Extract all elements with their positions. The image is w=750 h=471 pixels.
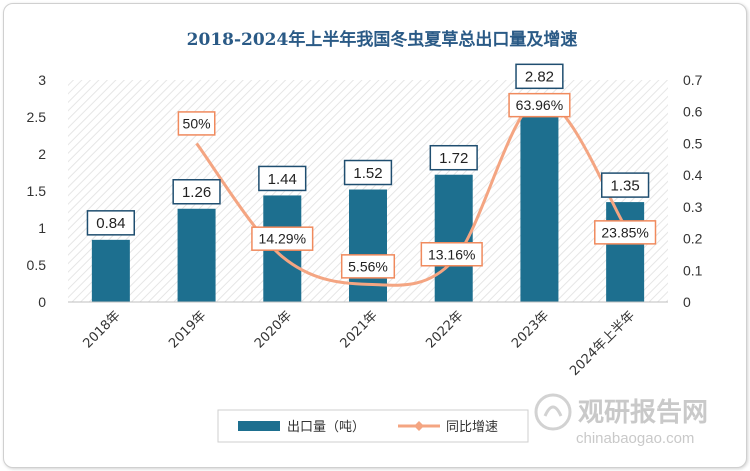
line-value-label-box bbox=[177, 111, 216, 136]
line-value-label-box bbox=[594, 220, 657, 245]
line-value-label-box bbox=[340, 254, 396, 279]
right-tick-label: 0.7 bbox=[683, 72, 703, 88]
bar-value-label: 1.52 bbox=[353, 165, 382, 182]
bar bbox=[177, 208, 216, 302]
legend-diamond-icon bbox=[414, 421, 424, 431]
chart-title: 2018-2024年上半年我国冬虫夏草总出口量及增速 bbox=[187, 29, 578, 50]
bar bbox=[91, 239, 130, 302]
x-tick-label: 2018年 bbox=[80, 308, 123, 351]
bar-value-label-box bbox=[600, 172, 650, 198]
right-tick-label: 0.6 bbox=[683, 104, 703, 120]
bar-value-label: 1.44 bbox=[268, 171, 297, 188]
bar-value-label-box bbox=[343, 159, 393, 186]
legend-label-growth: 同比增速 bbox=[446, 420, 498, 435]
line-value-label: 23.85% bbox=[601, 224, 648, 240]
left-tick-label: 0 bbox=[38, 294, 46, 310]
left-tick-label: 1 bbox=[38, 220, 46, 236]
left-tick-label: 0.5 bbox=[27, 257, 47, 273]
x-tick-label: 2022年 bbox=[423, 308, 466, 351]
right-tick-label: 0.4 bbox=[683, 167, 703, 183]
line-value-label: 13.16% bbox=[428, 246, 475, 262]
watermark-en: chinabaogao.com bbox=[576, 430, 694, 447]
line-value-label-box bbox=[508, 92, 571, 118]
left-axis: 0 0.5 1 1.5 2 2.5 3 bbox=[27, 72, 47, 310]
bar-value-label: 1.26 bbox=[182, 184, 211, 201]
right-tick-label: 0.5 bbox=[683, 135, 703, 151]
bar-value-label: 0.84 bbox=[96, 215, 125, 232]
bar-value-label-box bbox=[86, 210, 136, 236]
x-tick-label: 2020年 bbox=[252, 308, 295, 351]
bar-value-label-box bbox=[515, 63, 564, 90]
line-value-label: 50% bbox=[183, 115, 211, 131]
right-tick-label: 0.3 bbox=[683, 199, 703, 215]
line-value-label: 14.29% bbox=[259, 231, 306, 247]
right-tick-label: 0 bbox=[683, 294, 691, 310]
right-axis: 0 0.1 0.2 0.3 0.4 0.5 0.6 0.7 bbox=[683, 72, 703, 310]
left-tick-label: 3 bbox=[38, 72, 46, 88]
bar-value-label-box bbox=[172, 179, 221, 205]
watermark-cn: 观研报告网 bbox=[578, 397, 708, 428]
bar-value-label: 1.72 bbox=[439, 150, 468, 167]
right-tick-label: 0.1 bbox=[683, 262, 703, 278]
x-axis: 2018年 2019年 2020年 2021年 2022年 2023年 2024年上半年 bbox=[68, 301, 668, 379]
line-value-label: 63.96% bbox=[516, 97, 563, 113]
legend-label-export: 出口量（吨） bbox=[287, 420, 365, 435]
left-tick-label: 2.5 bbox=[27, 109, 47, 125]
right-tick-label: 0.2 bbox=[683, 231, 703, 247]
x-tick-label: 2021年 bbox=[338, 308, 381, 351]
left-tick-label: 2 bbox=[38, 146, 46, 162]
bar-value-label-box bbox=[258, 165, 307, 192]
legend: 出口量（吨） 同比增速 bbox=[217, 409, 529, 443]
line-data-labels: 50% 14.29% 5.56% 13.16% 63.96% 23.85% bbox=[177, 92, 657, 279]
bar bbox=[520, 93, 559, 302]
bar-value-label: 2.82 bbox=[525, 69, 554, 86]
bar-value-label: 1.35 bbox=[611, 178, 640, 195]
x-tick-label: 2019年 bbox=[166, 308, 209, 351]
x-tick-label: 2023年 bbox=[509, 308, 552, 351]
left-tick-label: 1.5 bbox=[27, 183, 47, 199]
bar bbox=[606, 202, 645, 302]
watermark: 观研报告网 chinabaogao.com bbox=[534, 393, 708, 447]
legend-bar-swatch bbox=[238, 421, 280, 431]
line-value-label-box bbox=[420, 242, 483, 267]
line-value-label: 5.56% bbox=[348, 258, 388, 274]
bar-data-labels: 0.84 1.26 1.44 1.52 1.72 2.82 1.35 bbox=[86, 63, 650, 236]
line-value-label-box bbox=[251, 226, 314, 251]
bar-value-label-box bbox=[429, 144, 478, 171]
x-tick-label: 2024年上半年 bbox=[567, 308, 638, 379]
watermark-logo-icon bbox=[534, 393, 572, 431]
